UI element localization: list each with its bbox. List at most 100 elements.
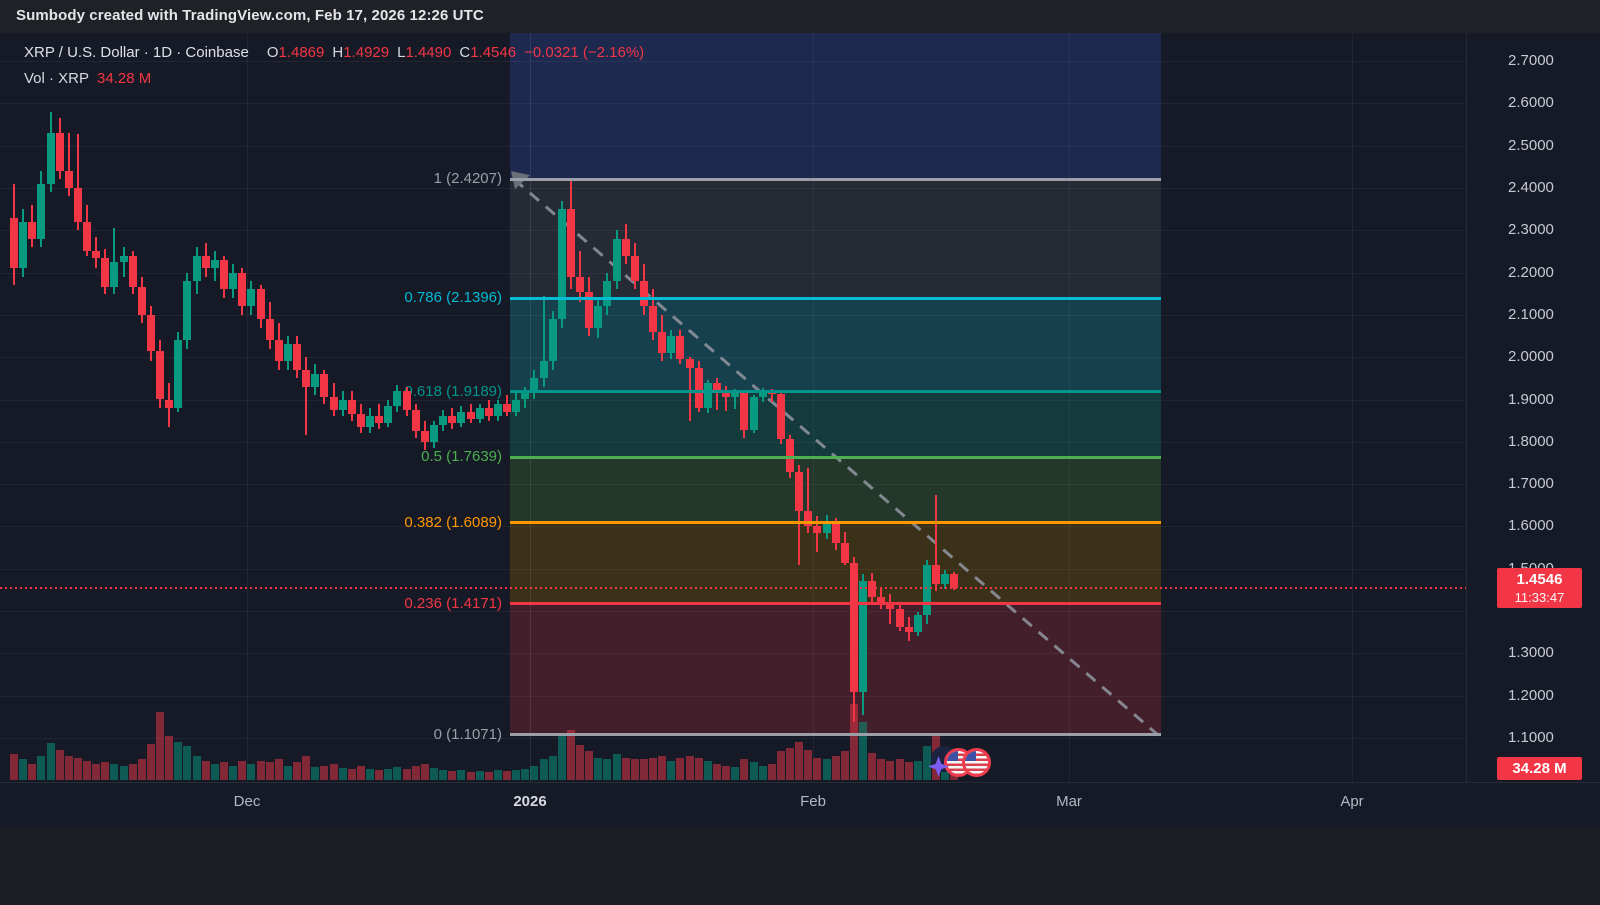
candle-wick bbox=[716, 378, 718, 411]
candle-body bbox=[375, 416, 384, 423]
candle-body bbox=[347, 399, 356, 415]
fib-band bbox=[510, 603, 1161, 735]
volume-label: Vol · XRP bbox=[24, 70, 90, 87]
volume-bar bbox=[786, 748, 795, 780]
candle-body bbox=[512, 399, 521, 413]
grid-line-vertical bbox=[1352, 33, 1353, 782]
fib-band bbox=[510, 391, 1161, 458]
volume-bar bbox=[229, 765, 238, 780]
candle-body bbox=[503, 403, 512, 413]
candle-wick bbox=[798, 465, 801, 565]
candle-body bbox=[822, 522, 831, 533]
candle-body bbox=[219, 259, 228, 290]
fib-band bbox=[510, 33, 1161, 180]
candle-body bbox=[904, 627, 913, 632]
volume-bar bbox=[402, 768, 411, 780]
candle-body bbox=[749, 396, 758, 430]
volume-bar bbox=[320, 765, 329, 780]
candle-body bbox=[192, 255, 201, 281]
candle-body bbox=[183, 281, 192, 341]
candle-body bbox=[439, 416, 448, 425]
volume-bar bbox=[219, 762, 228, 780]
volume-bar bbox=[639, 759, 648, 780]
price-axis-separator bbox=[1466, 33, 1467, 782]
candle-body bbox=[612, 238, 621, 282]
attribution-bar: Sumbody created with TradingView.com, Fe… bbox=[0, 0, 1600, 33]
volume-bar bbox=[585, 751, 594, 780]
volume-bar bbox=[484, 772, 493, 780]
candle-body bbox=[356, 414, 365, 427]
volume-bar bbox=[55, 749, 64, 780]
symbol-title[interactable]: XRP / U.S. Dollar · 1D · Coinbase bbox=[24, 44, 249, 61]
candle-body bbox=[840, 543, 849, 564]
candle-wick bbox=[807, 468, 810, 533]
candle-body bbox=[119, 255, 128, 262]
candle-countdown: 11:33:47 bbox=[1514, 590, 1565, 605]
candle-body bbox=[320, 374, 329, 398]
candle-body bbox=[703, 382, 712, 408]
volume-bar bbox=[612, 754, 621, 780]
volume-bar bbox=[210, 764, 219, 780]
time-axis-label: Dec bbox=[233, 793, 261, 810]
candle-body bbox=[913, 615, 922, 632]
volume-bar bbox=[859, 722, 868, 780]
candle-body bbox=[393, 391, 402, 406]
candle-wick bbox=[816, 515, 819, 552]
price-tick-label: 2.0000 bbox=[1508, 348, 1554, 366]
volume-bar bbox=[548, 756, 557, 780]
candle-body bbox=[621, 238, 630, 256]
grid-line-horizontal bbox=[0, 103, 1466, 105]
last-price-value: 1.4546 bbox=[1516, 571, 1563, 588]
candle-wick bbox=[113, 228, 116, 294]
grid-line-horizontal bbox=[0, 611, 1466, 613]
price-tick-label: 1.7000 bbox=[1508, 475, 1554, 493]
volume-bar bbox=[356, 765, 365, 780]
candle-wick bbox=[305, 357, 308, 436]
candle-body bbox=[594, 306, 603, 328]
candle-body bbox=[877, 597, 886, 604]
us-flag-icon[interactable] bbox=[961, 747, 991, 777]
volume-bar bbox=[283, 765, 292, 780]
last-price-line bbox=[0, 586, 1466, 589]
candle-body bbox=[713, 382, 721, 394]
volume-value: 34.28 M bbox=[97, 70, 152, 87]
fib-level-line bbox=[510, 733, 1161, 737]
fib-level-line bbox=[510, 602, 1161, 606]
candle-body bbox=[247, 289, 256, 307]
volume-bar bbox=[923, 746, 931, 780]
candle-body bbox=[448, 416, 457, 423]
candle-body bbox=[457, 412, 466, 423]
candle-body bbox=[484, 407, 493, 417]
ohlc-values: O1.4869 H1.4929 L1.4490 C1.4546 bbox=[259, 44, 516, 61]
time-axis-label: Feb bbox=[800, 793, 826, 810]
candle-body bbox=[576, 276, 585, 292]
candle-body bbox=[146, 314, 155, 351]
price-tick-label: 1.9000 bbox=[1508, 390, 1554, 408]
volume-bar bbox=[420, 764, 429, 780]
candle-body bbox=[256, 289, 265, 320]
candle-body bbox=[429, 424, 438, 442]
candle-body bbox=[83, 221, 92, 252]
fib-level-label: 0 (1.1071) bbox=[433, 725, 502, 743]
price-tick-label: 1.3000 bbox=[1508, 644, 1554, 662]
time-axis-label: Mar bbox=[1056, 793, 1082, 810]
volume-bar bbox=[293, 762, 302, 780]
volume-bar bbox=[503, 771, 512, 780]
price-tick-label: 2.6000 bbox=[1508, 94, 1554, 112]
candle-wick bbox=[67, 132, 70, 197]
volume-bar bbox=[895, 759, 904, 780]
volume-bar bbox=[119, 765, 128, 780]
volume-bar bbox=[347, 768, 356, 780]
volume-bar bbox=[630, 759, 639, 780]
volume-bar bbox=[429, 768, 438, 780]
candle-body bbox=[402, 391, 411, 411]
time-axis-label: 2026 bbox=[513, 793, 547, 810]
candle-body bbox=[283, 344, 292, 362]
volume-bar bbox=[457, 770, 466, 780]
volume-bar bbox=[475, 771, 484, 780]
candle-body bbox=[849, 563, 858, 693]
volume-bar bbox=[822, 759, 831, 780]
volume-bar bbox=[685, 756, 694, 780]
